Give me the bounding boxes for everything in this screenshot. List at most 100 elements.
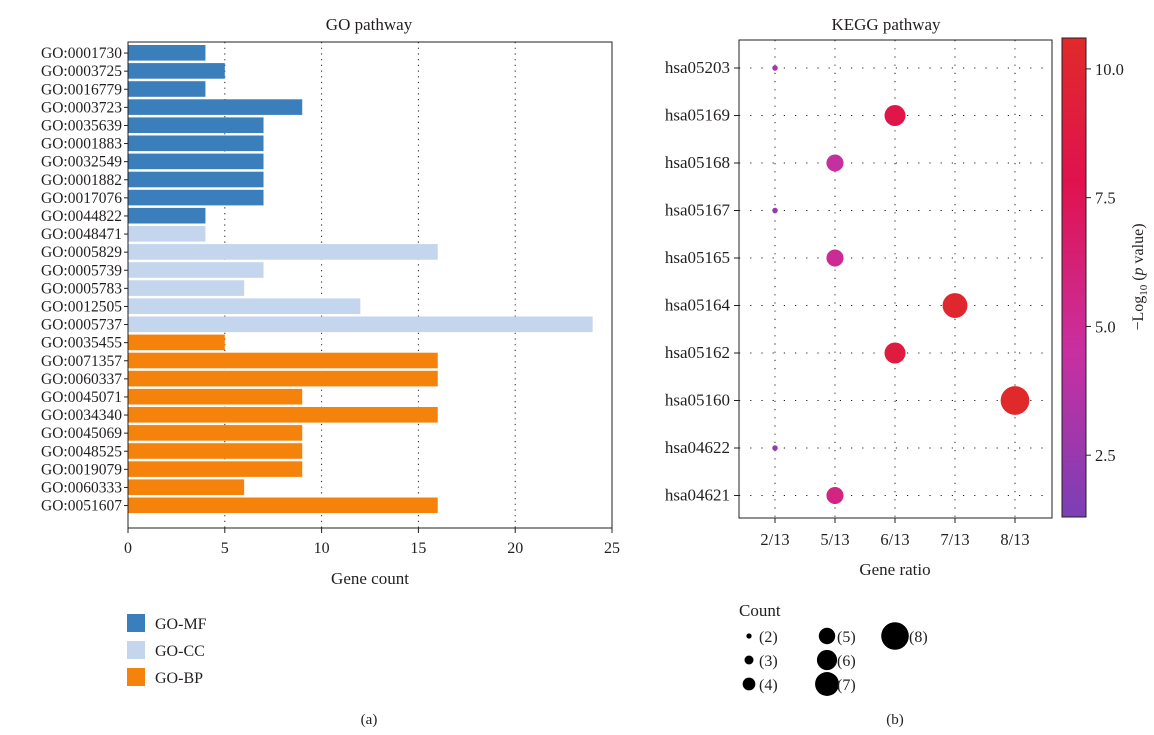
go-bar (128, 461, 303, 477)
kegg-y-tick-label: hsa04622 (665, 438, 730, 457)
go-legend-swatch (127, 668, 145, 686)
go-y-tick-label: GO:0051607 (41, 498, 122, 515)
go-legend-swatch (127, 641, 145, 659)
size-legend-label: (6) (837, 653, 856, 670)
kegg-point (884, 105, 906, 126)
size-legend: (2) (3) (4) (5) (6) (7) (8) (742, 622, 928, 696)
go-y-tick-label: GO:0060333 (41, 479, 122, 496)
go-x-ticks: 0 5 10 15 20 25 (124, 528, 620, 557)
kegg-y-tick-label: hsa05164 (665, 296, 731, 315)
kegg-point (772, 207, 778, 214)
size-legend-label: (8) (909, 629, 928, 646)
kegg-dot-chart: KEGG pathway hsa05203hsa05169hsa05168hsa… (665, 15, 1150, 728)
go-bar (128, 189, 264, 206)
go-bar (128, 99, 303, 115)
kegg-x-tick-label: 6/13 (880, 530, 909, 549)
go-legend-label: GO-BP (155, 670, 203, 687)
go-bar (128, 425, 303, 441)
go-bar (128, 388, 303, 405)
go-bar-chart: GO pathway GO:0001730GO:0003725GO:001677… (41, 15, 620, 728)
colorbar-tick-label: 7.5 (1095, 189, 1116, 208)
panel-a-label: (a) (361, 712, 378, 728)
size-legend-label: (7) (837, 677, 856, 694)
kegg-point (826, 154, 844, 172)
go-y-tick-label: GO:0017076 (41, 190, 122, 207)
go-y-tick-label: GO:0012505 (41, 298, 122, 315)
go-bar (128, 298, 361, 314)
size-legend-dot (742, 677, 756, 691)
go-chart-title: GO pathway (326, 15, 413, 34)
go-bar (128, 443, 303, 459)
kegg-point (942, 293, 968, 318)
go-legend-label: GO-CC (155, 643, 205, 660)
colorbar-tick-label: 5.0 (1095, 317, 1116, 336)
kegg-y-tick-label: hsa05165 (665, 248, 730, 267)
kegg-points (772, 65, 1030, 505)
go-y-tick-labels: GO:0001730GO:0003725GO:0016779GO:0003723… (41, 45, 128, 515)
kegg-y-tick-label: hsa05167 (665, 201, 731, 220)
go-y-tick-label: GO:0048471 (41, 226, 122, 243)
colorbar-tick-label: 2.5 (1095, 446, 1116, 465)
go-bar (128, 226, 206, 242)
go-y-tick-label: GO:0005783 (41, 280, 122, 297)
go-y-tick-label: GO:0035639 (41, 117, 122, 134)
go-plot-frame (127, 41, 613, 529)
size-legend-dot (816, 649, 838, 671)
go-y-tick-label: GO:0035455 (41, 335, 122, 352)
go-y-tick-label: GO:0019079 (41, 461, 122, 478)
kegg-point (772, 445, 778, 451)
colorbar-ticks: 2.5 5.0 7.5 10.0 (1086, 60, 1124, 465)
size-legend-label: (3) (759, 653, 778, 670)
go-bar (128, 407, 438, 423)
go-y-tick-label: GO:0071357 (41, 353, 122, 370)
kegg-point (772, 65, 778, 71)
size-legend-dot (815, 672, 839, 696)
go-bar (128, 117, 264, 133)
go-y-tick-label: GO:0005739 (41, 262, 122, 279)
go-y-tick-label: GO:0005737 (41, 317, 122, 334)
go-bars (128, 45, 593, 514)
go-y-tick-label: GO:0001883 (41, 136, 122, 153)
kegg-x-tick-label: 2/13 (760, 530, 789, 549)
go-x-tick-label: 5 (221, 540, 229, 557)
size-legend-label: (5) (837, 629, 856, 646)
size-legend-dot (746, 633, 752, 639)
size-legend-dot (881, 622, 909, 650)
go-bar (128, 352, 438, 369)
size-legend-dot (818, 627, 836, 645)
go-y-tick-label: GO:0045069 (41, 425, 122, 442)
go-y-tick-label: GO:0032549 (41, 154, 122, 171)
go-bar (128, 244, 438, 260)
go-x-tick-label: 10 (314, 540, 330, 557)
kegg-y-tick-label: hsa05203 (665, 58, 730, 77)
go-y-tick-label: GO:0003723 (41, 99, 122, 116)
go-legend-label: GO-MF (155, 616, 207, 633)
kegg-point (826, 249, 844, 267)
go-y-tick-label: GO:0034340 (41, 407, 122, 424)
size-legend-label: (2) (759, 629, 778, 646)
go-x-tick-label: 25 (604, 540, 620, 557)
go-bar (128, 262, 264, 278)
go-bar (128, 479, 245, 495)
kegg-x-axis-label: Gene ratio (859, 560, 930, 579)
go-bar (128, 370, 438, 387)
go-bar (128, 45, 206, 61)
go-y-tick-label: GO:0060337 (41, 371, 122, 388)
kegg-y-tick-label: hsa05162 (665, 343, 730, 362)
go-y-tick-label: GO:0001882 (41, 172, 122, 189)
kegg-x-tick-label: 7/13 (940, 530, 969, 549)
go-y-tick-label: GO:0048525 (41, 443, 122, 460)
go-bar (128, 81, 206, 97)
kegg-point (884, 342, 906, 364)
go-x-tick-label: 20 (507, 540, 523, 557)
size-legend-title: Count (739, 601, 781, 620)
kegg-y-tick-label: hsa05160 (665, 391, 730, 410)
go-bar (128, 497, 438, 514)
kegg-y-tick-labels: hsa05203 hsa05169 hsa05168 hsa05167 hsa05165… (665, 58, 739, 505)
go-bar (128, 316, 593, 333)
go-legend-swatch (127, 614, 145, 632)
kegg-y-tick-label: hsa05169 (665, 106, 730, 125)
go-y-tick-label: GO:0005829 (41, 244, 122, 261)
go-y-tick-label: GO:0045071 (41, 389, 122, 406)
